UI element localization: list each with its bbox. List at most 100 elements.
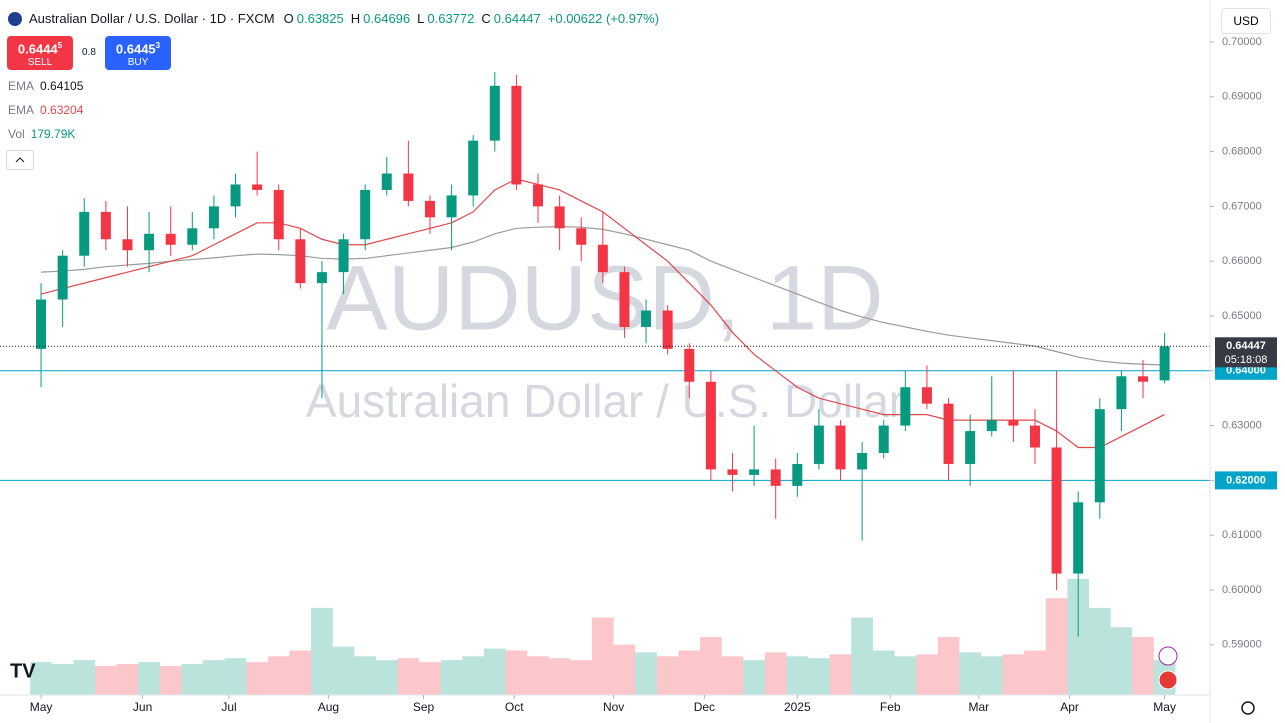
- plot-layer: [0, 72, 1210, 637]
- candle-body: [36, 299, 47, 349]
- last-price-label: 0.64447: [1226, 340, 1266, 352]
- indicator[interactable]: EMA 0.63204: [8, 103, 83, 117]
- volume-bar: [289, 650, 312, 695]
- currency-button[interactable]: USD: [1221, 8, 1271, 34]
- event-icon[interactable]: [1158, 646, 1178, 666]
- candle-body: [468, 140, 479, 196]
- candle-body: [878, 425, 889, 453]
- logo[interactable]: TV: [10, 660, 36, 682]
- volume-bar: [527, 656, 549, 695]
- candle-body: [381, 173, 392, 190]
- buy-button[interactable]: 0.64453 BUY: [105, 36, 171, 70]
- candle-body: [1008, 420, 1019, 426]
- volume-bar: [51, 664, 74, 695]
- sell-button[interactable]: 0.64445 SELL: [7, 36, 73, 70]
- y-tick-label: 0.59000: [1222, 639, 1262, 651]
- indicator-value: 0.64105: [40, 79, 84, 93]
- candle-body: [122, 239, 133, 251]
- close-key: C: [481, 11, 491, 26]
- volume-bar: [267, 656, 290, 695]
- indicator-value: 0.63204: [40, 103, 84, 117]
- volume-bar: [181, 664, 204, 695]
- candle-body: [252, 184, 263, 190]
- volume-bar: [548, 658, 571, 695]
- buy-pip: 3: [155, 41, 161, 50]
- candle-body: [662, 310, 673, 349]
- candle-body: [403, 173, 414, 201]
- indicator[interactable]: EMA 0.64105: [8, 79, 83, 93]
- candle-body: [986, 420, 997, 432]
- candle-body: [1073, 502, 1084, 574]
- buy-label: BUY: [127, 57, 149, 69]
- candle-body: [554, 206, 565, 229]
- candle-body: [684, 348, 695, 382]
- high: 0.64696: [363, 11, 411, 26]
- indicator-name: EMA: [8, 103, 35, 117]
- x-tick-label: Jul: [221, 700, 236, 714]
- volume-bar: [375, 660, 398, 695]
- level-label: 0.64000: [1226, 365, 1266, 377]
- candle-body: [187, 228, 198, 245]
- volume-bar: [635, 652, 657, 695]
- symbol-header: Australian Dollar / U.S. Dollar · 1D · F…: [8, 11, 663, 26]
- settings-icon[interactable]: [1241, 701, 1255, 715]
- x-tick-label: Jun: [133, 700, 152, 714]
- candle-body: [943, 403, 954, 464]
- volume-bar: [872, 650, 895, 695]
- x-tick-label: Nov: [603, 700, 624, 714]
- x-tick-label: Oct: [505, 700, 524, 714]
- candle-body: [1116, 376, 1127, 410]
- x-tick-label: Feb: [880, 700, 901, 714]
- collapse-button[interactable]: [6, 150, 34, 170]
- last-price-bg: [1215, 337, 1277, 368]
- volume-bar: [678, 650, 701, 695]
- indicator-value: 179.79K: [30, 127, 76, 141]
- sell-pip: 5: [57, 41, 63, 50]
- candle-body: [144, 233, 155, 251]
- low-key: L: [417, 11, 425, 26]
- chevron-path: [15, 157, 25, 163]
- change: +0.00622 (+0.97%): [547, 11, 660, 26]
- candle-body: [921, 387, 932, 404]
- event-flag[interactable]: [1158, 670, 1178, 690]
- candle-body: [1051, 447, 1062, 574]
- candle-body: [835, 425, 846, 470]
- candle-body: [576, 228, 587, 245]
- y-tick-label: 0.61000: [1222, 529, 1262, 541]
- candle-body: [965, 431, 976, 464]
- tv-logo[interactable]: TV: [10, 660, 36, 682]
- x-tick-label: May: [1153, 700, 1176, 714]
- candle-body: [727, 469, 738, 475]
- candle-body: [770, 469, 781, 486]
- low: 0.63772: [427, 11, 475, 26]
- sell-price: 0.6444: [17, 41, 58, 57]
- volume-bar: [246, 662, 268, 695]
- volume-bar: [980, 656, 1003, 695]
- volume-bar: [462, 656, 484, 695]
- candle-body: [749, 469, 760, 475]
- volume-bar: [1002, 654, 1025, 695]
- candle-body: [230, 184, 241, 207]
- volume-bar: [764, 652, 787, 695]
- y-tick-label: 0.69000: [1222, 91, 1262, 103]
- volume-bar: [30, 662, 52, 695]
- volume-bar: [743, 660, 765, 695]
- candle-body: [1159, 346, 1170, 381]
- volume-bar: [894, 656, 917, 695]
- volume-bar: [138, 662, 160, 695]
- volume-bar: [224, 658, 247, 695]
- volume-bar: [829, 654, 852, 695]
- candle-body: [424, 200, 435, 218]
- y-tick-label: 0.70000: [1222, 36, 1262, 48]
- volume-bar: [440, 660, 463, 695]
- open: 0.63825: [296, 11, 344, 26]
- volume-bar: [1067, 578, 1089, 695]
- candle-body: [295, 239, 306, 284]
- y-tick-label: 0.60000: [1222, 584, 1262, 596]
- indicator[interactable]: Vol 179.79K: [8, 127, 75, 141]
- candle-body: [1138, 376, 1149, 382]
- volume-bar: [505, 650, 528, 695]
